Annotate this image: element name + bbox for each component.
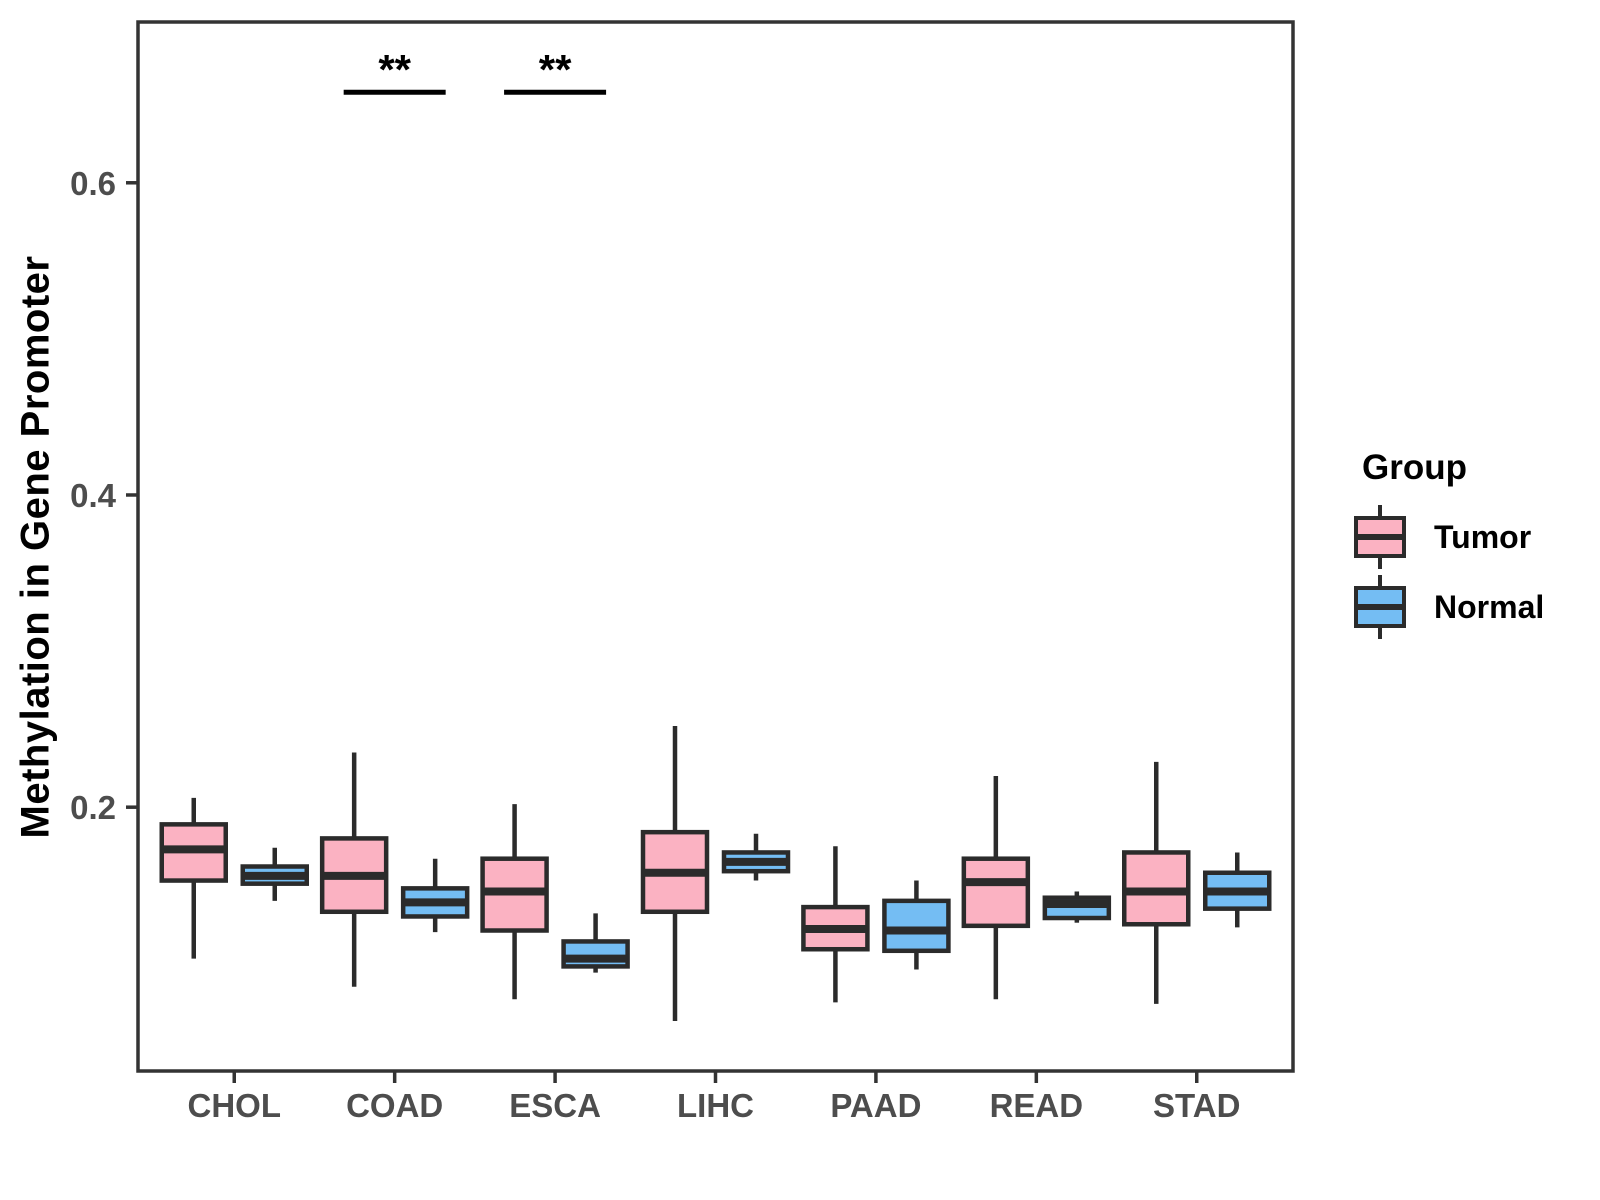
legend: Group Tumor Normal: [1352, 448, 1544, 642]
x-tick-label-COAD: COAD: [346, 1087, 443, 1124]
box-normal-PAAD: [882, 898, 951, 954]
box-normal-ESCA: [561, 939, 630, 969]
legend-item-normal: Normal: [1352, 572, 1544, 642]
legend-item-tumor: Tumor: [1352, 502, 1544, 572]
normal-boxplot-key-icon: [1354, 575, 1406, 639]
x-tick-label-READ: READ: [990, 1087, 1084, 1124]
x-tick-label-STAD: STAD: [1153, 1087, 1240, 1124]
y-axis-title: Methylation in Gene Promoter: [13, 255, 58, 839]
sig-label-ESCA: **: [539, 46, 572, 93]
box-tumor-READ: [961, 856, 1031, 929]
x-tick-label-CHOL: CHOL: [188, 1087, 282, 1124]
legend-item-tumor-label: Tumor: [1434, 518, 1532, 555]
sig-label-COAD: **: [378, 46, 411, 93]
y-tick-label-0.2: 0.2: [70, 789, 116, 826]
y-tick-label-0.6: 0.6: [70, 165, 116, 202]
x-tick-label-PAAD: PAAD: [830, 1087, 921, 1124]
panel-border: [136, 20, 1295, 1073]
legend-item-normal-label: Normal: [1434, 588, 1545, 625]
x-tick-label-LIHC: LIHC: [677, 1087, 754, 1124]
legend-title: Group: [1362, 448, 1467, 487]
x-tick-label-ESCA: ESCA: [509, 1087, 601, 1124]
y-tick-label-0.4: 0.4: [70, 477, 117, 514]
tumor-boxplot-key-icon: [1354, 505, 1406, 569]
